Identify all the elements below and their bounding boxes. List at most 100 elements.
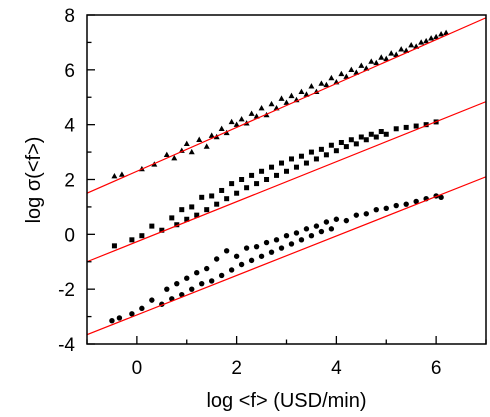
data-point-triangle-15: [228, 118, 235, 125]
data-point-square-25: [269, 164, 275, 170]
data-point-square-8: [184, 216, 190, 222]
data-point-square-35: [318, 146, 324, 152]
data-point-circle-48: [413, 198, 419, 205]
data-point-triangle-58: [443, 29, 450, 36]
data-point-square-31: [298, 153, 304, 159]
x-tick-label-6: 6: [431, 358, 442, 379]
data-point-circle-3: [139, 305, 145, 312]
data-point-circle-43: [363, 211, 369, 217]
data-point-circle-17: [218, 272, 225, 279]
data-point-circle-45: [383, 205, 389, 211]
data-point-circle-14: [204, 265, 210, 272]
data-point-triangle-5: [171, 154, 178, 161]
data-point-square-38: [333, 148, 339, 154]
data-point-square-11: [199, 194, 205, 200]
data-point-triangle-45: [378, 54, 385, 60]
fit-line-triangle: [87, 17, 486, 194]
data-point-square-9: [189, 204, 195, 210]
data-points: [109, 29, 450, 324]
data-point-triangle-13: [218, 125, 225, 131]
axis-ticks: 0 2 4 6 -4 -2 0 2 4 6 8: [58, 6, 487, 379]
data-point-square-45: [368, 131, 374, 137]
data-point-triangle-57: [438, 30, 445, 37]
data-point-square-10: [194, 212, 200, 218]
y-tick-label--2: -2: [58, 280, 75, 301]
data-point-circle-30: [283, 233, 290, 239]
data-point-circle-35: [308, 233, 315, 239]
data-point-square-21: [249, 172, 255, 178]
data-point-circle-29: [278, 245, 285, 251]
data-point-circle-46: [393, 202, 399, 209]
y-axis-label: log σ(<f>): [23, 137, 45, 224]
fit-line-square: [87, 101, 486, 263]
data-point-square-18: [234, 190, 240, 196]
data-point-triangle-49: [398, 46, 405, 52]
data-point-triangle-44: [373, 59, 380, 66]
data-point-square-13: [209, 193, 215, 199]
data-point-square-5: [169, 215, 175, 221]
data-point-square-27: [279, 160, 285, 166]
data-point-triangle-39: [348, 66, 355, 73]
data-point-square-42: [353, 141, 359, 147]
data-point-square-32: [303, 160, 309, 166]
data-point-circle-47: [403, 201, 409, 207]
data-point-circle-25: [258, 253, 265, 259]
y-tick-label-0: 0: [64, 225, 75, 246]
data-point-triangle-48: [393, 51, 400, 57]
data-point-triangle-43: [368, 58, 375, 64]
data-point-circle-24: [253, 243, 260, 250]
data-point-circle-51: [438, 194, 444, 201]
data-point-circle-40: [333, 216, 340, 222]
data-point-circle-36: [313, 223, 320, 229]
data-point-triangle-53: [418, 39, 425, 45]
data-point-triangle-37: [338, 70, 345, 77]
data-point-square-29: [288, 156, 294, 162]
y-tick-label-4: 4: [64, 116, 75, 137]
data-point-square-39: [338, 139, 344, 145]
data-point-circle-10: [184, 275, 190, 281]
data-point-square-23: [259, 168, 265, 174]
data-point-triangle-54: [423, 37, 430, 44]
data-point-square-48: [383, 131, 389, 137]
data-point-circle-28: [273, 237, 280, 243]
data-point-triangle-38: [343, 73, 350, 79]
data-point-circle-0: [109, 317, 115, 324]
data-point-triangle-23: [268, 100, 275, 107]
data-point-triangle-11: [208, 132, 215, 138]
data-point-triangle-40: [353, 69, 360, 75]
data-point-triangle-21: [258, 105, 265, 111]
data-point-circle-22: [243, 245, 250, 251]
data-point-triangle-41: [358, 62, 365, 68]
data-point-triangle-9: [196, 136, 203, 142]
data-point-triangle-56: [433, 33, 440, 40]
data-point-square-30: [293, 164, 299, 170]
x-tick-label-2: 2: [231, 358, 242, 379]
data-point-square-16: [224, 196, 230, 202]
data-point-square-3: [149, 223, 155, 229]
data-point-circle-41: [343, 217, 350, 224]
data-point-circle-23: [248, 257, 255, 264]
y-tick-label-8: 8: [64, 6, 75, 27]
data-point-square-28: [284, 168, 289, 174]
data-point-square-4: [159, 227, 165, 233]
data-point-square-44: [363, 137, 369, 143]
data-point-circle-39: [328, 226, 335, 232]
data-point-square-20: [244, 185, 250, 191]
data-point-circle-26: [263, 239, 270, 246]
data-point-circle-34: [303, 226, 310, 232]
data-point-triangle-27: [288, 92, 295, 99]
data-point-circle-13: [199, 280, 205, 287]
data-point-square-33: [308, 149, 314, 155]
data-point-circle-16: [213, 256, 220, 262]
data-point-square-7: [179, 207, 185, 213]
data-point-triangle-34: [323, 81, 330, 88]
data-point-square-6: [174, 222, 180, 228]
data-point-circle-38: [323, 219, 330, 225]
data-point-triangle-33: [318, 80, 325, 86]
data-point-triangle-4: [163, 151, 170, 158]
data-point-triangle-26: [283, 99, 290, 105]
plot-frame: [86, 14, 487, 345]
data-point-triangle-10: [203, 143, 210, 149]
data-point-circle-8: [174, 280, 180, 287]
data-point-triangle-47: [388, 50, 395, 56]
